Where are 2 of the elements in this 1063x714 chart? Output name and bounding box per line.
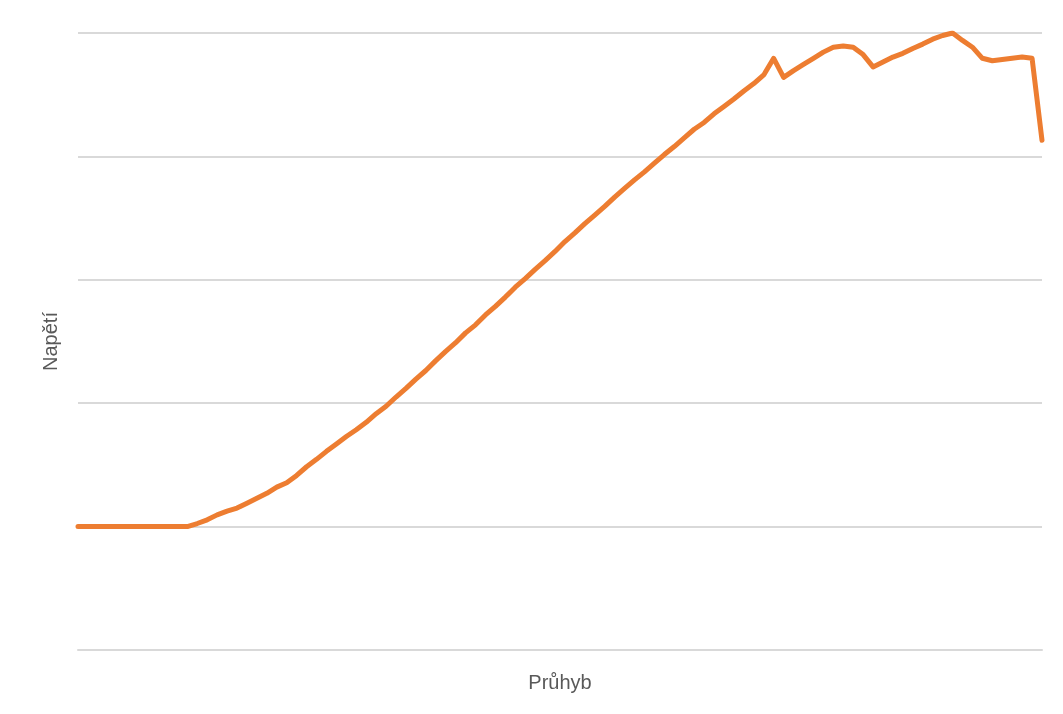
y-axis-title: Napětí (39, 311, 61, 371)
x-axis-title: Průhyb (528, 671, 592, 693)
